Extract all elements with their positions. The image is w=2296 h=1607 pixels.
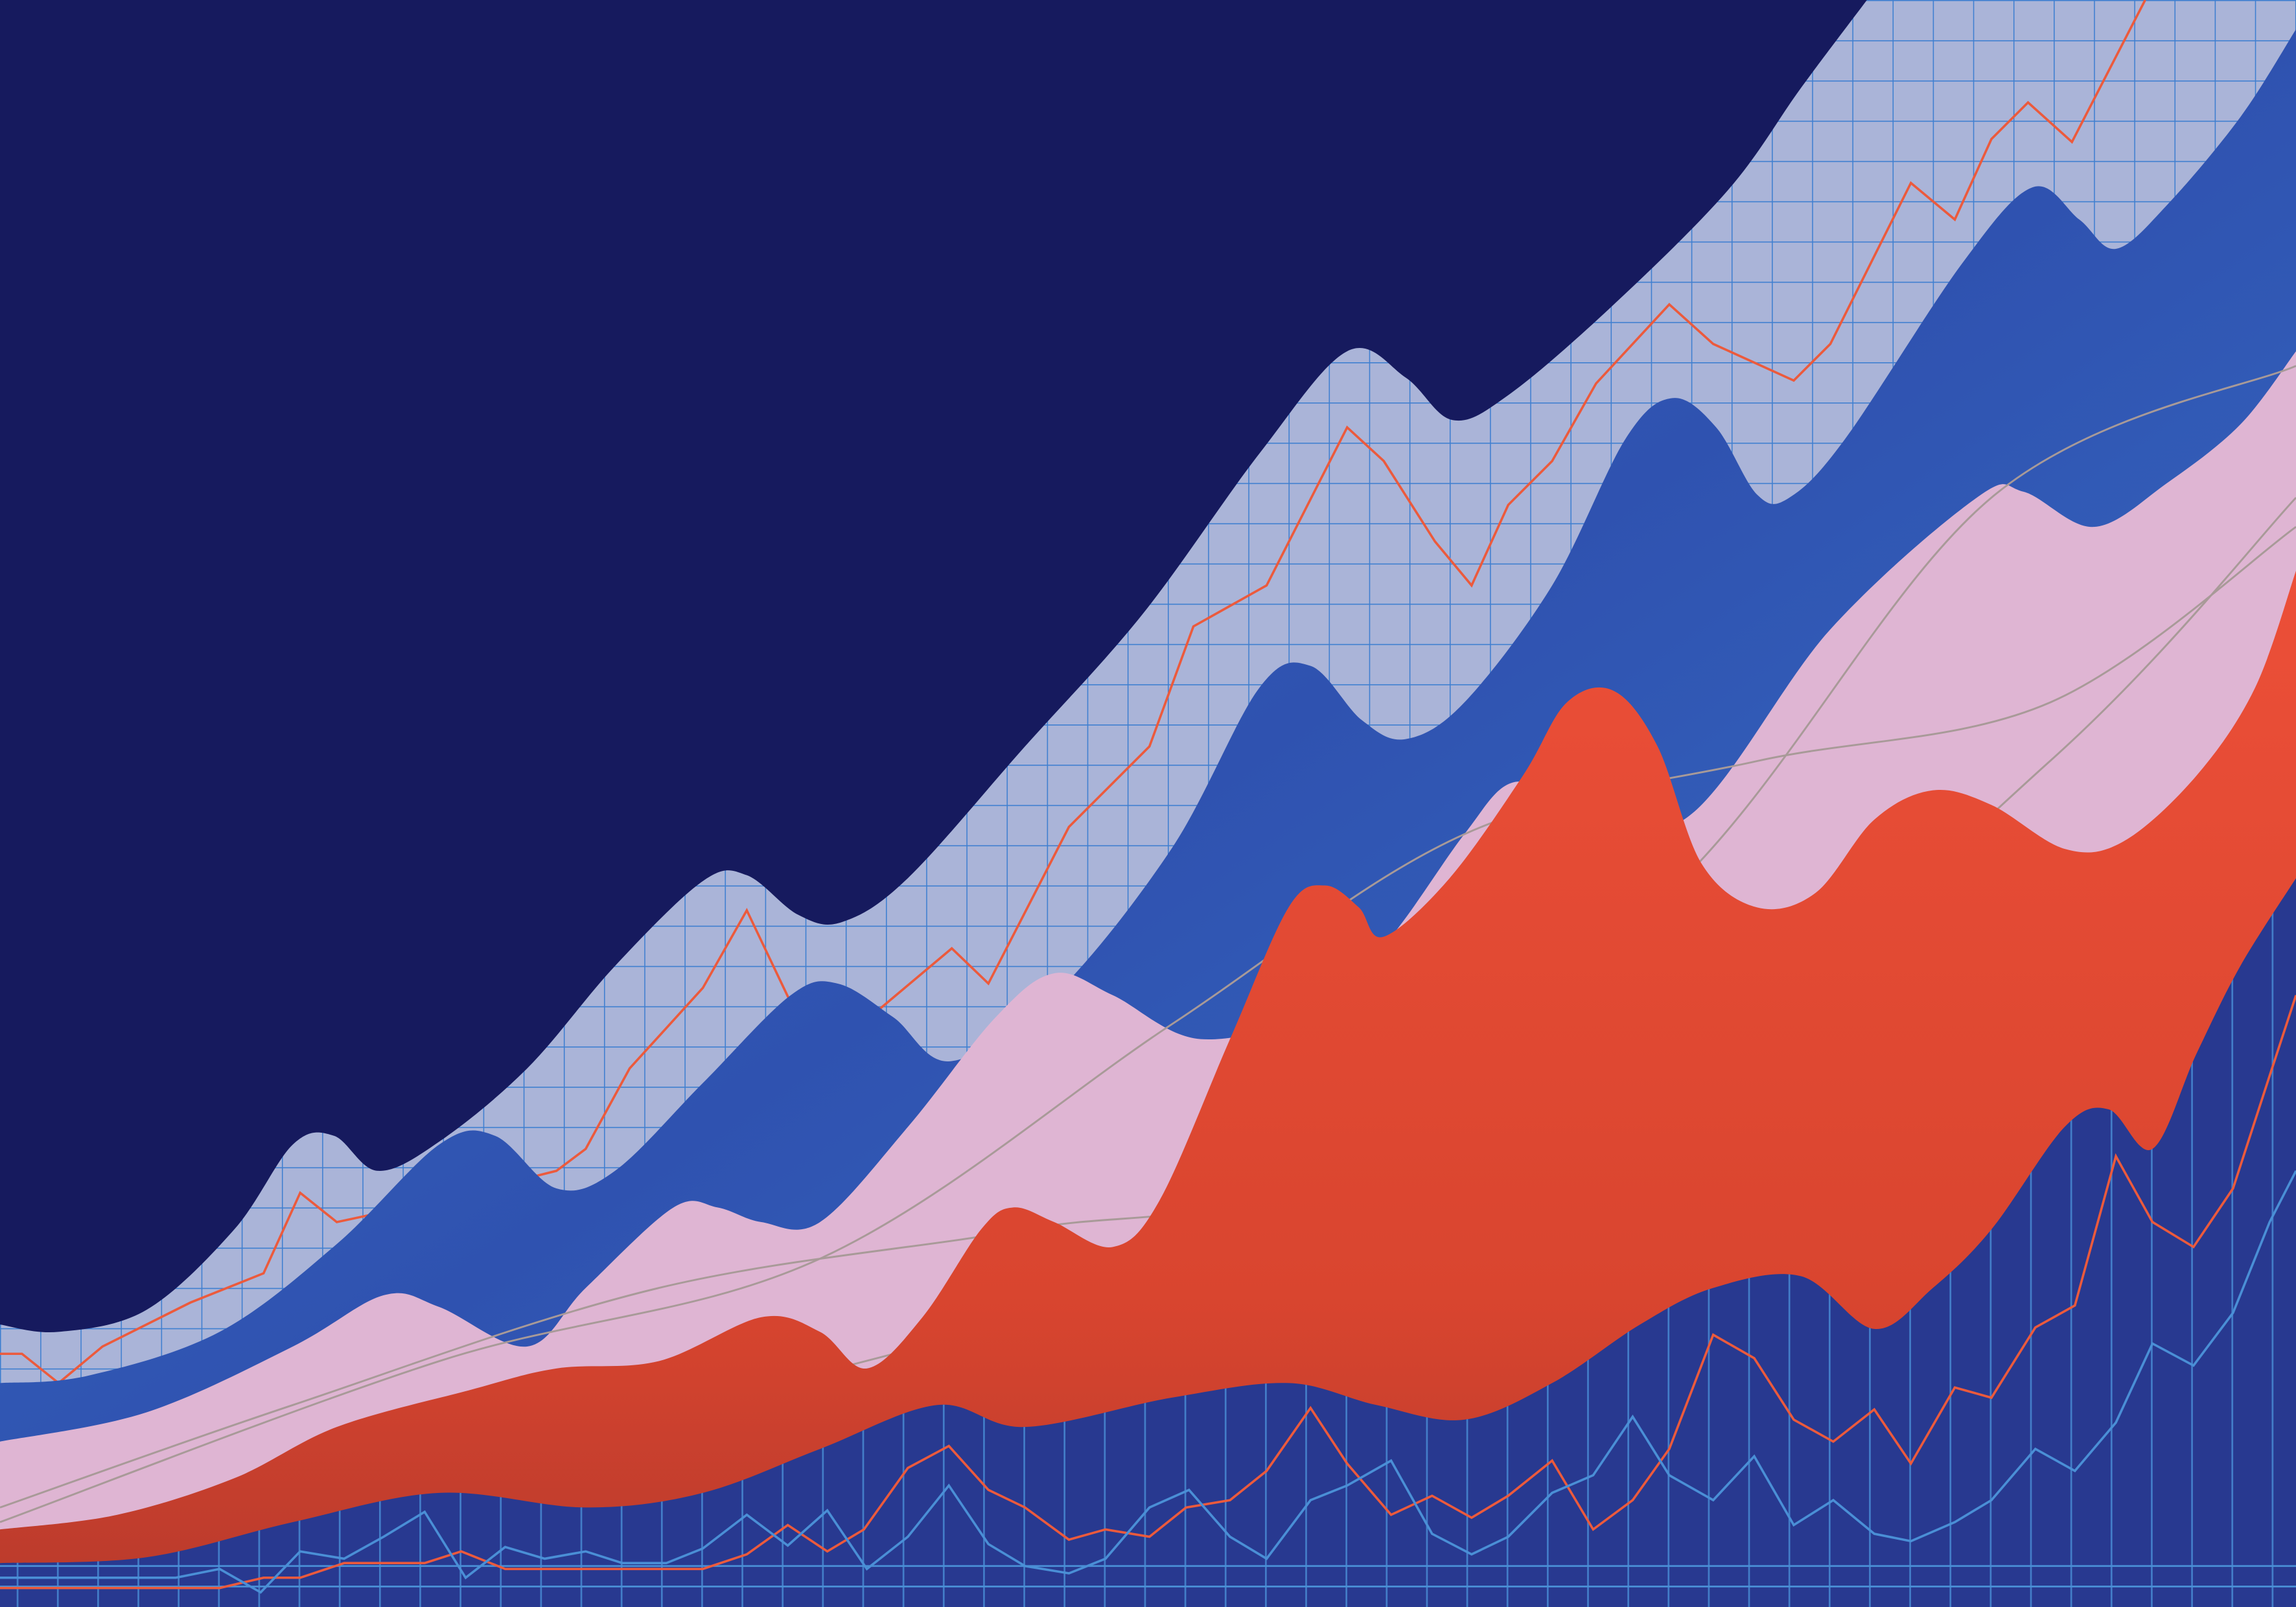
gray-trend-line	[0, 526, 2296, 1523]
lower-blue-line	[0, 1170, 2296, 1594]
lower-red-line	[0, 995, 2296, 1590]
upper-red-line	[0, 0, 2146, 1385]
navy-sky-area	[0, 0, 1867, 1333]
bottom-chart-panel	[0, 878, 2296, 1607]
